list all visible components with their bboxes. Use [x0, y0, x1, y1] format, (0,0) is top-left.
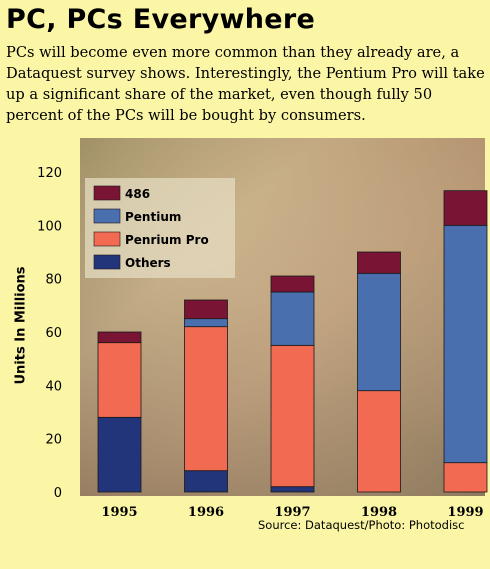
bar-segment-pentium-1998 — [357, 272, 401, 392]
x-tick-label: 1999 — [447, 505, 483, 520]
x-tick-label: 1998 — [361, 505, 397, 520]
bar-segment-penrium-pro-1995 — [97, 342, 142, 418]
bar-segment-pentium-1997 — [270, 291, 315, 346]
bar-segment-others-1997 — [270, 486, 315, 493]
y-axis-label: Units In Millions — [13, 266, 29, 385]
source-credit: Source: Dataquest/Photo: Photodisc — [258, 518, 465, 532]
y-tick-label: 100 — [37, 219, 62, 234]
legend-label: Penrium Pro — [125, 233, 209, 247]
x-tick-label: 1995 — [101, 505, 137, 520]
legend-swatch — [93, 185, 121, 201]
legend-swatch — [93, 208, 121, 224]
bar-segment-pentium-1999 — [443, 224, 488, 464]
x-tick-label: 1996 — [188, 505, 224, 520]
legend-swatch — [93, 231, 121, 247]
bar-segment-penrium-pro-1999 — [443, 462, 488, 493]
legend-label: 486 — [125, 187, 150, 201]
bar-segment-486-1995 — [97, 331, 142, 344]
bar-segment-pentium-1996 — [184, 318, 228, 328]
bar-segment-others-1995 — [97, 416, 142, 493]
y-tick-label: 40 — [45, 379, 62, 394]
x-tick-label: 1997 — [274, 505, 310, 520]
bar-segment-486-1996 — [184, 299, 228, 320]
y-tick-label: 80 — [45, 273, 62, 288]
bar-segment-others-1996 — [184, 470, 228, 493]
bar-segment-penrium-pro-1998 — [357, 390, 401, 493]
legend-label: Pentium — [125, 210, 181, 224]
y-tick-label: 0 — [54, 486, 62, 501]
y-tick-label: 60 — [45, 326, 62, 341]
chart-title: PC, PCs Everywhere — [6, 4, 316, 35]
legend-swatch — [93, 254, 121, 270]
bar-segment-penrium-pro-1996 — [184, 326, 228, 472]
bar-segment-penrium-pro-1997 — [270, 344, 315, 488]
chart-subtitle: PCs will become even more common than th… — [6, 44, 485, 124]
y-tick-label: 120 — [37, 166, 62, 181]
bar-segment-486-1999 — [443, 190, 488, 226]
bar-segment-486-1997 — [270, 275, 315, 293]
y-tick-label: 20 — [45, 433, 62, 448]
legend-label: Others — [125, 256, 171, 270]
bar-segment-486-1998 — [357, 251, 401, 274]
